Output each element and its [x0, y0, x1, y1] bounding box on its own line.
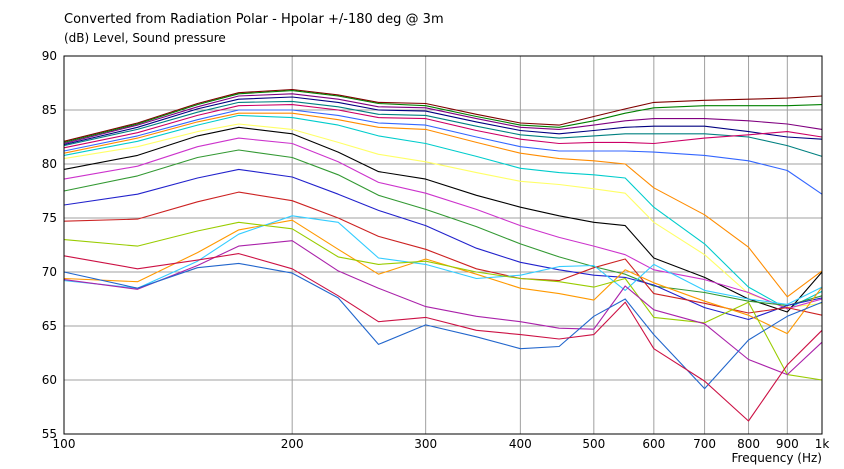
y-tick-label: 80 — [42, 157, 57, 171]
x-tick-label: 400 — [509, 437, 532, 451]
series-line — [63, 104, 823, 149]
series-line — [63, 168, 823, 321]
series-line — [63, 93, 823, 145]
x-tick-label: 700 — [693, 437, 716, 451]
x-tick-label: 900 — [776, 437, 799, 451]
y-tick-label: 85 — [42, 103, 57, 117]
series-line — [63, 221, 823, 381]
y-tick-label: 55 — [42, 427, 57, 441]
series-line — [63, 240, 823, 376]
series-line — [63, 90, 823, 143]
x-tick-label: 800 — [737, 437, 760, 451]
y-tick-label: 70 — [42, 265, 57, 279]
series-line — [63, 123, 823, 309]
series-line — [63, 109, 823, 195]
series-line — [63, 114, 823, 310]
y-axis-label: (dB) Level, Sound pressure — [64, 31, 226, 45]
series-line — [63, 96, 823, 146]
x-axis-label: Frequency (Hz) — [731, 451, 823, 465]
y-tick-label: 90 — [42, 49, 57, 63]
series-line — [63, 262, 823, 390]
series-line — [63, 219, 823, 335]
y-tick-label: 60 — [42, 373, 57, 387]
x-tick-label: 200 — [281, 437, 304, 451]
x-tick-label: 600 — [642, 437, 665, 451]
x-tick-label: 100 — [53, 437, 76, 451]
x-tick-label: 300 — [414, 437, 437, 451]
y-tick-labels: 55 60 65 70 75 80 85 90 — [42, 49, 57, 441]
series-line — [63, 149, 823, 307]
series-line — [63, 88, 823, 142]
series-line — [63, 100, 823, 157]
series-line — [63, 191, 823, 316]
x-tick-label: 1k — [815, 437, 830, 451]
y-tick-label: 65 — [42, 319, 57, 333]
x-tick-label: 500 — [582, 437, 605, 451]
series-line — [63, 253, 823, 422]
series-lines — [63, 88, 823, 422]
plot-frame — [63, 55, 823, 435]
series-line — [63, 126, 823, 313]
series-line — [63, 215, 823, 305]
y-tick-label: 75 — [42, 211, 57, 225]
x-tick-labels: 100 200 300 400 500 600 700 800 900 1k — [53, 437, 830, 451]
chart-title: Converted from Radiation Polar - Hpolar … — [64, 12, 444, 27]
series-line — [63, 112, 823, 298]
series-line — [63, 137, 823, 310]
